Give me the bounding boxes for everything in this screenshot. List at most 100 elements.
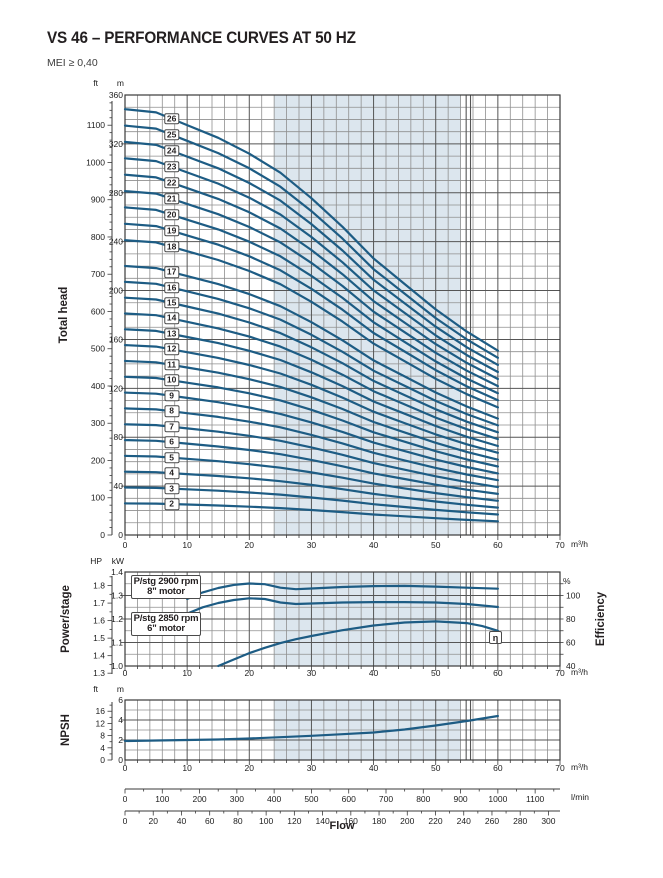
pct-scale-label: 40: [566, 661, 576, 671]
x-tick-label: 30: [307, 668, 317, 678]
stage-label-26: 26: [163, 112, 180, 125]
ft-scale-label: 700: [91, 269, 105, 279]
efficiency-pct-unit: %: [563, 576, 571, 586]
flow-scales: 0 100 200 300 400 500 600 700 800 900 1000 1100 0 20 4…: [123, 788, 560, 826]
efficiency-curve: [217, 620, 499, 668]
x-tick-label: 50: [431, 540, 441, 550]
stage-label-11: 11: [164, 359, 180, 371]
x-tick-label: 10: [182, 763, 192, 773]
usgpm-tick-label: 20: [148, 816, 158, 826]
head-flow-unit: m³/h: [571, 539, 588, 549]
stage-label-21: 21: [163, 193, 180, 205]
usgpm-tick-label: 40: [177, 816, 187, 826]
pct-scale-label: 60: [566, 638, 576, 648]
x-tick-label: 0: [123, 668, 128, 678]
stage-curve-24: [123, 140, 499, 366]
flow-axis-title: Flow: [329, 820, 355, 832]
ft-scale-label: 1100: [87, 120, 106, 130]
m-scale-label: 280: [109, 188, 123, 198]
usgpm-tick-label: 0: [123, 816, 128, 826]
lmin-tick-label: 0: [123, 794, 128, 804]
x-tick-label: 50: [431, 763, 441, 773]
mei-rating: MEI ≥ 0,40: [47, 57, 98, 69]
lmin-tick-label: 300: [230, 794, 244, 804]
npsh-curve: [123, 714, 499, 743]
usgpm-tick-label: 160: [344, 816, 358, 826]
stage-curve-16: [123, 280, 499, 427]
stage-curve-11: [123, 359, 499, 461]
stage-label-23: 23: [163, 160, 180, 173]
head-ft-unit: ft: [93, 78, 98, 88]
stage-label-13: 13: [163, 328, 180, 340]
power-curve-2850rpm: [186, 597, 499, 615]
ft-scale-label: 1000: [86, 157, 105, 167]
hp-scale-label: 1.8: [93, 581, 105, 591]
ft-scale-label: 600: [91, 306, 105, 316]
ft-scale-label: 4: [100, 743, 105, 753]
x-tick-label: 50: [431, 668, 441, 678]
x-tick-label: 20: [245, 540, 255, 550]
stage-label-15: 15: [163, 297, 180, 309]
usgpm-tick-label: 100: [259, 816, 273, 826]
m-scale-label: 120: [109, 383, 123, 393]
usgpm-tick-label: 240: [457, 816, 471, 826]
m-scale-label: 4: [118, 715, 123, 725]
stage-label-12: 12: [163, 343, 180, 356]
kw-scale-label: 1.2: [111, 614, 123, 624]
power-stage-axis-title: Power/stage: [60, 585, 72, 653]
power-flow-unit: m³/h: [571, 667, 588, 677]
m-scale-label: 40: [114, 481, 124, 491]
stage-curve-9: [123, 391, 499, 475]
stage-curve-15: [123, 296, 499, 434]
stage-label-20: 20: [163, 209, 180, 221]
power-kw-unit: kW: [111, 556, 124, 566]
x-tick-label: 60: [493, 763, 503, 773]
annotation-2900rpm: P/stg 2900 rpm 8" motor: [131, 575, 201, 599]
annotation-2850rpm-line2: 6" motor: [147, 623, 185, 634]
total-head-chart: 0 10 20 30 40 50 60 700408012016020024028032036…: [86, 90, 565, 550]
ft-scale-label: 0: [100, 530, 105, 540]
stage-label-22: 22: [163, 177, 180, 189]
lmin-unit: l/min: [571, 792, 589, 802]
kw-scale-label: 1.3: [111, 591, 123, 601]
x-tick-label: 70: [555, 668, 565, 678]
hp-scale-label: 1.3: [93, 668, 105, 678]
ft-scale-label: 200: [91, 455, 105, 465]
hp-scale-label: 1.4: [93, 651, 105, 661]
pct-scale-label: 100: [566, 591, 580, 601]
m-scale-label: 0: [118, 530, 123, 540]
x-tick-label: 40: [369, 763, 379, 773]
x-tick-label: 60: [493, 668, 503, 678]
ft-scale-label: 100: [91, 493, 105, 503]
ft-scale-label: 800: [91, 232, 105, 242]
usgpm-tick-label: 60: [205, 816, 215, 826]
stage-curve-25: [123, 124, 499, 359]
stage-curve-21: [123, 190, 499, 388]
usgpm-tick-label: 140: [316, 816, 330, 826]
power-hp-unit: HP: [90, 556, 102, 566]
x-tick-label: 30: [307, 540, 317, 550]
stage-curve-26: [123, 108, 499, 352]
stage-label-5: 5: [164, 451, 180, 464]
page-title: VS 46 – PERFORMANCE CURVES AT 50 HZ: [47, 28, 356, 47]
ft-scale-label: 900: [91, 195, 105, 205]
hp-scale-label: 1.5: [93, 633, 105, 643]
x-tick-label: 70: [555, 763, 565, 773]
stage-curve-12: [123, 344, 499, 454]
m-scale-label: 240: [109, 237, 123, 247]
stage-label-6: 6: [164, 436, 180, 448]
ft-scale-label: 400: [91, 381, 105, 391]
m-scale-label: 80: [114, 432, 124, 442]
efficiency-axis-title: Efficiency: [595, 591, 607, 647]
m-scale-label: 200: [109, 286, 123, 296]
lmin-tick-label: 1000: [488, 794, 507, 804]
stage-curve-2: [123, 502, 499, 523]
lmin-tick-label: 500: [304, 794, 318, 804]
stage-curve-22: [123, 173, 499, 381]
npsh-ft-unit: ft: [93, 684, 98, 694]
hp-scale-label: 1.7: [93, 598, 105, 608]
stage-label-8: 8: [164, 405, 180, 418]
usgpm-tick-label: 280: [513, 816, 527, 826]
head-m-unit: m: [116, 78, 124, 88]
